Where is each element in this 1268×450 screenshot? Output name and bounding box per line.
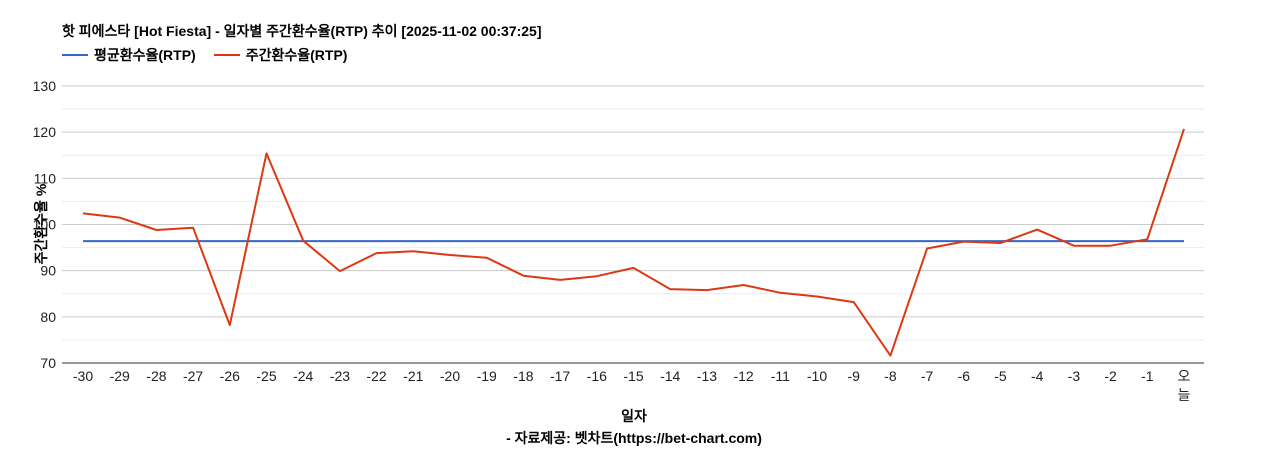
y-tick-label: 130 [33, 78, 57, 94]
x-tick-label: -28 [146, 368, 166, 384]
x-tick-label: -21 [403, 368, 423, 384]
legend-item-average[interactable]: 평균환수율(RTP) [62, 45, 196, 65]
x-tick-label: -22 [366, 368, 386, 384]
y-tick-label: 110 [34, 170, 57, 186]
x-tick-label: 늘 [1178, 387, 1191, 403]
legend-swatch-average [62, 54, 88, 56]
x-tick-label: -5 [994, 368, 1007, 384]
x-tick-label: -1 [1141, 368, 1154, 384]
x-tick-label: -18 [513, 368, 533, 384]
series-line-weekly[interactable] [82, 128, 1185, 357]
x-tick-label: 오 [1178, 368, 1191, 384]
x-tick-label: -13 [697, 368, 717, 384]
legend-item-weekly[interactable]: 주간환수율(RTP) [213, 45, 348, 65]
y-tick-label: 100 [33, 217, 57, 233]
legend-swatch-weekly [213, 54, 240, 56]
x-tick-label: -25 [256, 368, 276, 384]
x-tick-label: -17 [550, 368, 570, 384]
legend-label-average: 평균환수율(RTP) [94, 47, 196, 63]
source-credit: - 자료제공: 벳차트(https://bet-chart.com) [506, 430, 762, 446]
x-tick-label: -19 [477, 368, 497, 384]
x-tick-label: -3 [1068, 368, 1081, 384]
x-axis-ticks: -30 -29 -28 -27 -26 -25 -24 -23 -22 -21 -20 -19 -18 -… [73, 368, 1191, 403]
x-tick-label: -11 [771, 368, 790, 384]
x-tick-label: -7 [921, 368, 934, 384]
x-tick-label: -14 [660, 368, 680, 384]
x-tick-label: -4 [1031, 368, 1044, 384]
x-tick-label: -24 [293, 368, 313, 384]
x-tick-label: -26 [220, 368, 240, 384]
x-tick-label: -6 [958, 368, 971, 384]
gridlines [62, 85, 1204, 364]
x-tick-label: -9 [847, 368, 860, 384]
series-lines [82, 128, 1185, 357]
y-tick-label: 120 [33, 124, 57, 140]
x-tick-label: -16 [587, 368, 607, 384]
x-tick-label: -10 [807, 368, 827, 384]
x-tick-label: -23 [330, 368, 350, 384]
x-tick-label: -27 [183, 368, 203, 384]
x-tick-label: -2 [1104, 368, 1117, 384]
x-tick-label: -12 [733, 368, 753, 384]
x-axis-title: 일자 [621, 408, 647, 424]
y-axis-ticks: 70 80 90 100 110 120 130 [33, 78, 57, 371]
x-tick-label: -15 [623, 368, 643, 384]
y-tick-label: 90 [40, 263, 56, 279]
x-tick-label: -20 [440, 368, 460, 384]
y-axis-title: 주간환수율 % [33, 183, 49, 264]
y-tick-label: 80 [40, 309, 56, 325]
x-tick-label: -30 [73, 368, 93, 384]
chart-legend: 평균환수율(RTP) 주간환수율(RTP) [62, 45, 347, 65]
chart-title: 핫 피에스타 [Hot Fiesta] - 일자별 주간환수율(RTP) 추이 … [62, 23, 542, 39]
y-tick-label: 70 [40, 355, 56, 371]
x-tick-label: -8 [884, 368, 897, 384]
legend-label-weekly: 주간환수율(RTP) [245, 47, 348, 63]
x-tick-label: -29 [110, 368, 130, 384]
